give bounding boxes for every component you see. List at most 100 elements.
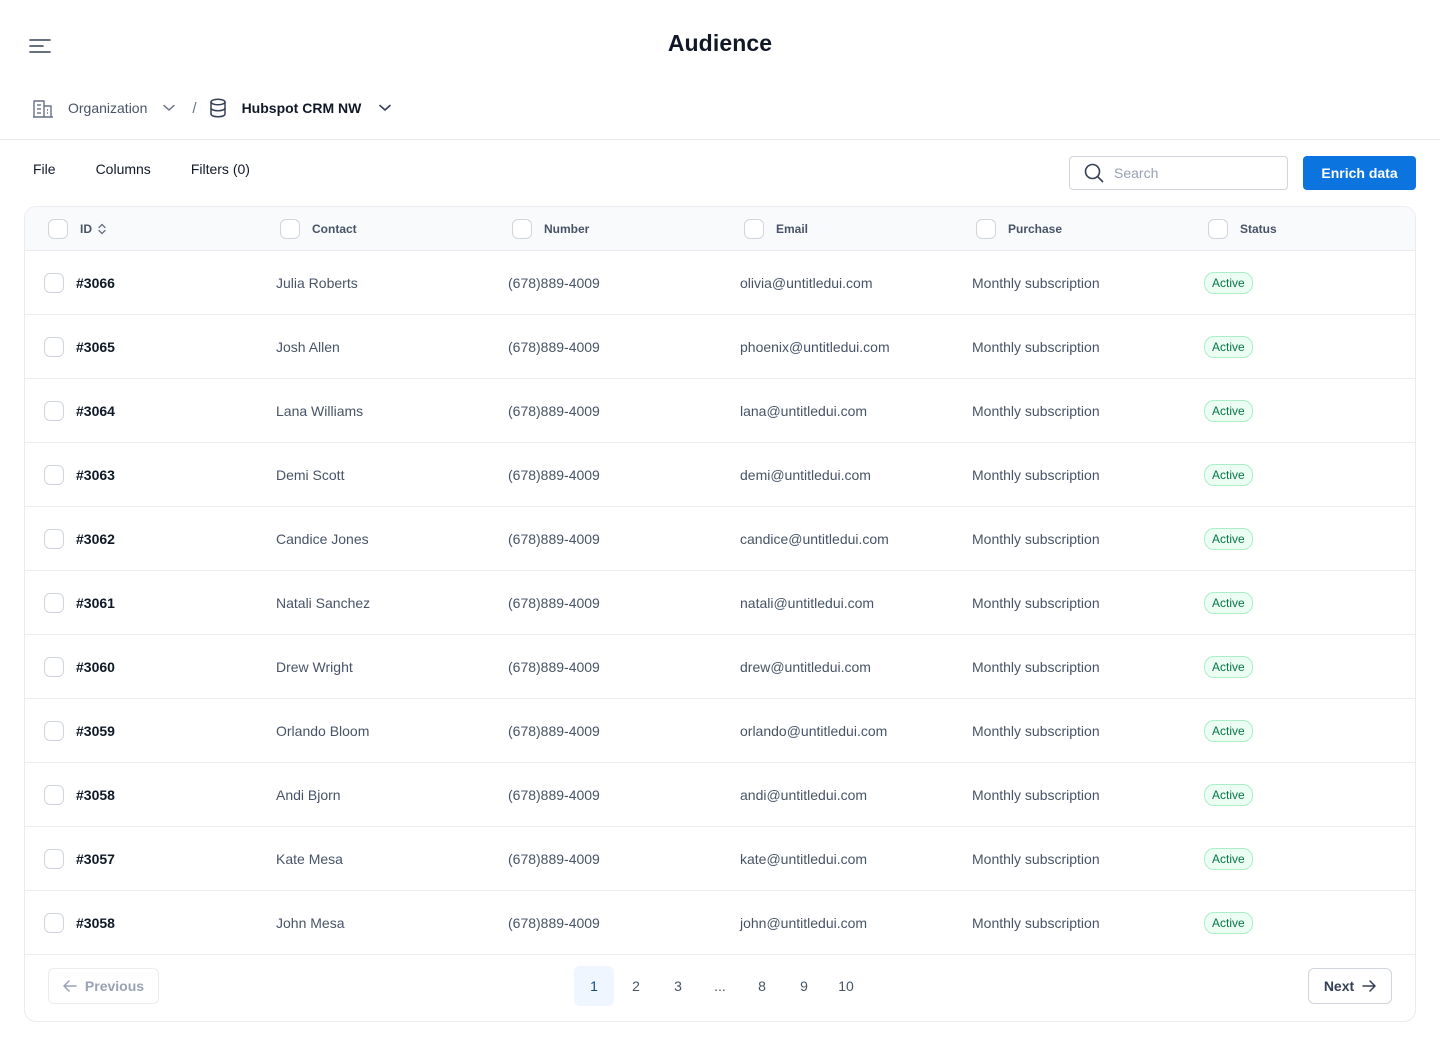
- row-checkbox[interactable]: [44, 849, 64, 869]
- status-badge: Active: [1204, 271, 1253, 294]
- column-header-label: Status: [1240, 221, 1277, 236]
- table-row[interactable]: #3063 Demi Scott (678)889-4009 demi@untitle…: [25, 443, 1415, 507]
- contact-cell: Drew Wright: [276, 658, 353, 675]
- column-header-email: Email: [744, 207, 808, 250]
- row-checkbox[interactable]: [44, 337, 64, 357]
- row-checkbox[interactable]: [44, 401, 64, 421]
- next-label: Next: [1323, 978, 1355, 994]
- status-cell: Active: [1204, 571, 1253, 634]
- status-badge: Active: [1204, 527, 1253, 550]
- email-cell: john@untitledui.com: [740, 914, 868, 931]
- previous-label: Previous: [84, 978, 145, 994]
- email-cell: phoenix@untitledui.com: [740, 338, 890, 355]
- column-header-label: ID: [80, 221, 92, 236]
- id-cell: #3063: [76, 466, 115, 483]
- purchase-cell: Monthly subscription: [972, 338, 1100, 355]
- enrich-data-button[interactable]: Enrich data: [1303, 156, 1416, 190]
- table-row[interactable]: #3061 Natali Sanchez (678)889-4009 natali@u…: [25, 571, 1415, 635]
- breadcrumb-organization[interactable]: Organization: [32, 98, 176, 118]
- purchase-cell: Monthly subscription: [972, 914, 1100, 931]
- status-badge: Active: [1204, 335, 1253, 358]
- page-button[interactable]: 1: [574, 966, 614, 1006]
- id-cell: #3058: [76, 914, 115, 931]
- number-cell: (678)889-4009: [508, 274, 600, 291]
- status-badge: Active: [1204, 655, 1253, 678]
- menu-button[interactable]: [26, 32, 54, 60]
- row-checkbox[interactable]: [44, 529, 64, 549]
- breadcrumb-database[interactable]: Hubspot CRM NW: [209, 98, 392, 118]
- audience-table: ID Contact Number Email Purchase Status …: [24, 206, 1416, 1022]
- table-row[interactable]: #3058 Andi Bjorn (678)889-4009 andi@untitle…: [25, 763, 1415, 827]
- row-checkbox[interactable]: [44, 273, 64, 293]
- row-checkbox[interactable]: [44, 785, 64, 805]
- column-checkbox[interactable]: [512, 218, 532, 239]
- status-badge: Active: [1204, 911, 1253, 934]
- column-checkbox[interactable]: [976, 218, 996, 239]
- tab-columns[interactable]: Columns: [95, 161, 151, 177]
- status-cell: Active: [1204, 827, 1253, 890]
- id-cell: #3062: [76, 530, 115, 547]
- column-checkbox[interactable]: [1208, 218, 1228, 239]
- column-header-status: Status: [1208, 207, 1277, 250]
- database-icon: [209, 98, 226, 118]
- purchase-cell: Monthly subscription: [972, 274, 1100, 291]
- tab-filters[interactable]: Filters (0): [190, 161, 250, 177]
- status-cell: Active: [1204, 699, 1253, 762]
- table-row[interactable]: #3062 Candice Jones (678)889-4009 candice@u…: [25, 507, 1415, 571]
- page-button[interactable]: 3: [674, 978, 682, 994]
- number-cell: (678)889-4009: [508, 786, 600, 803]
- pagination: Previous 1 2 3... 8 9 10 Next: [25, 954, 1415, 1021]
- status-badge: Active: [1204, 463, 1253, 486]
- row-checkbox[interactable]: [44, 657, 64, 677]
- id-cell: #3066: [76, 274, 115, 291]
- row-checkbox[interactable]: [44, 721, 64, 741]
- table-row[interactable]: #3064 Lana Williams (678)889-4009 lana@unti…: [25, 379, 1415, 443]
- table-row[interactable]: #3065 Josh Allen (678)889-4009 phoenix@unti…: [25, 315, 1415, 379]
- contact-cell: Natali Sanchez: [276, 594, 371, 611]
- select-all-checkbox[interactable]: [48, 218, 68, 239]
- purchase-cell: Monthly subscription: [972, 658, 1100, 675]
- search-input[interactable]: [1114, 165, 1274, 181]
- arrow-right-icon: [1362, 980, 1376, 992]
- purchase-cell: Monthly subscription: [972, 850, 1100, 867]
- table-row[interactable]: #3059 Orlando Bloom (678)889-4009 orlando@u…: [25, 699, 1415, 763]
- email-cell: lana@untitledui.com: [740, 402, 868, 419]
- building-icon: [33, 100, 53, 118]
- column-checkbox[interactable]: [280, 218, 300, 239]
- purchase-cell: Monthly subscription: [972, 466, 1100, 483]
- chevron-down-icon[interactable]: [379, 104, 392, 112]
- chevron-down-icon[interactable]: [163, 104, 176, 112]
- column-checkbox[interactable]: [744, 218, 764, 239]
- purchase-cell: Monthly subscription: [972, 722, 1100, 739]
- number-cell: (678)889-4009: [508, 338, 600, 355]
- top-bar: Audience: [0, 0, 1440, 92]
- tab-file[interactable]: File: [33, 161, 56, 177]
- next-button[interactable]: Next: [1308, 968, 1392, 1004]
- status-badge: Active: [1204, 783, 1253, 806]
- email-cell: orlando@untitledui.com: [740, 722, 888, 739]
- contact-cell: Josh Allen: [276, 338, 340, 355]
- table-row[interactable]: #3060 Drew Wright (678)889-4009 drew@untitl…: [25, 635, 1415, 699]
- row-checkbox[interactable]: [44, 913, 64, 933]
- page-button[interactable]: 9: [800, 978, 808, 994]
- column-header-id: ID: [48, 207, 106, 250]
- menu-icon: [29, 39, 51, 53]
- previous-button[interactable]: Previous: [48, 968, 159, 1004]
- column-header-purchase: Purchase: [976, 207, 1062, 250]
- row-checkbox[interactable]: [44, 593, 64, 613]
- id-cell: #3060: [76, 658, 115, 675]
- breadcrumb: Organization / Hubspot CRM NW: [32, 96, 392, 120]
- status-cell: Active: [1204, 251, 1253, 314]
- contact-cell: Andi Bjorn: [276, 786, 341, 803]
- table-row[interactable]: #3058 John Mesa (678)889-4009 john@untitled…: [25, 891, 1415, 955]
- table-row[interactable]: #3057 Kate Mesa (678)889-4009 kate@untitled…: [25, 827, 1415, 891]
- page-button[interactable]: 10: [838, 978, 854, 994]
- contact-cell: Julia Roberts: [276, 274, 358, 291]
- sort-icon[interactable]: [98, 223, 106, 235]
- page-button[interactable]: 2: [632, 978, 640, 994]
- page-button[interactable]: 8: [758, 978, 766, 994]
- search-box[interactable]: [1069, 156, 1288, 190]
- row-checkbox[interactable]: [44, 465, 64, 485]
- table-row[interactable]: #3066 Julia Roberts (678)889-4009 olivia@un…: [25, 251, 1415, 315]
- status-cell: Active: [1204, 891, 1253, 954]
